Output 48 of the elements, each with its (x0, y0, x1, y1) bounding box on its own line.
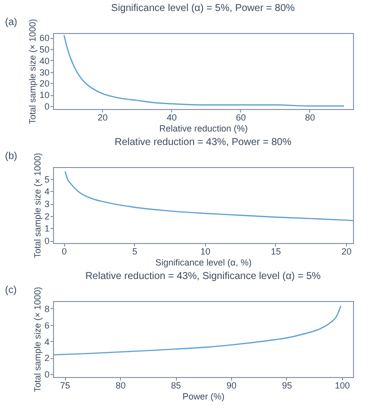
x-tick-label: 75 (60, 380, 70, 390)
line-series (63, 34, 345, 107)
line-series (52, 305, 342, 356)
y-tick-label: 10 (39, 90, 50, 100)
x-tick-label: 60 (236, 112, 246, 122)
x-tick-label: 5 (132, 246, 138, 256)
y-tick-label: 1 (44, 224, 50, 234)
x-tick-label: 0 (62, 246, 67, 256)
y-tick-label: 0 (44, 370, 50, 380)
x-tick-label: 15 (270, 246, 281, 256)
y-tick-label: 0 (44, 102, 50, 112)
x-tick-label: 20 (341, 246, 352, 256)
y-tick-label: 0 (44, 236, 50, 246)
x-axis-title: Relative reduction (%) (159, 124, 248, 134)
y-tick-label: 3 (44, 199, 50, 210)
y-tick-label: 2 (44, 353, 50, 364)
x-tick-label: 80 (304, 112, 315, 122)
x-tick-label: 95 (282, 380, 292, 390)
y-tick-label: 4 (44, 186, 50, 197)
y-tick-label: 30 (39, 67, 50, 78)
text: (b) (5, 151, 18, 162)
text: (a) (5, 17, 18, 28)
y-tick-label: 60 (39, 33, 50, 44)
x-tick-label: 100 (334, 380, 350, 390)
y-axis-title: Total sample size (× 1000) (32, 286, 42, 392)
text: (c) (5, 285, 17, 296)
y-tick-label: 6 (44, 320, 50, 330)
chart-title: Significance level (α) = 5%, Power = 80% (111, 3, 295, 14)
x-tick-label: 80 (116, 380, 126, 390)
x-tick-label: 10 (200, 246, 210, 256)
x-tick-label: 90 (226, 380, 237, 390)
y-tick-label: 5 (44, 174, 50, 184)
y-tick-label: 50 (39, 44, 50, 54)
chart-title: Relative reduction = 43%, Significance level (α) = 5% (85, 271, 321, 282)
x-tick-label: 85 (171, 380, 182, 390)
y-tick-label: 4 (44, 336, 50, 347)
y-axis-title: Total sample size (× 1000) (32, 152, 42, 258)
y-tick-label: 8 (44, 304, 50, 314)
y-axis-title: Total sample size (× 1000) (27, 18, 38, 124)
line-series (64, 170, 354, 222)
chart-title: Relative reduction = 43%, Power = 80% (114, 137, 292, 148)
y-tick-label: 2 (44, 211, 50, 222)
x-tick-label: 40 (166, 112, 177, 122)
x-axis-title: Power (%) (182, 392, 225, 402)
x-axis-title: Significance level (α, %) (155, 258, 252, 268)
y-tick-label: 20 (39, 78, 50, 89)
x-tick-label: 20 (98, 112, 108, 122)
y-tick-label: 40 (39, 56, 50, 66)
